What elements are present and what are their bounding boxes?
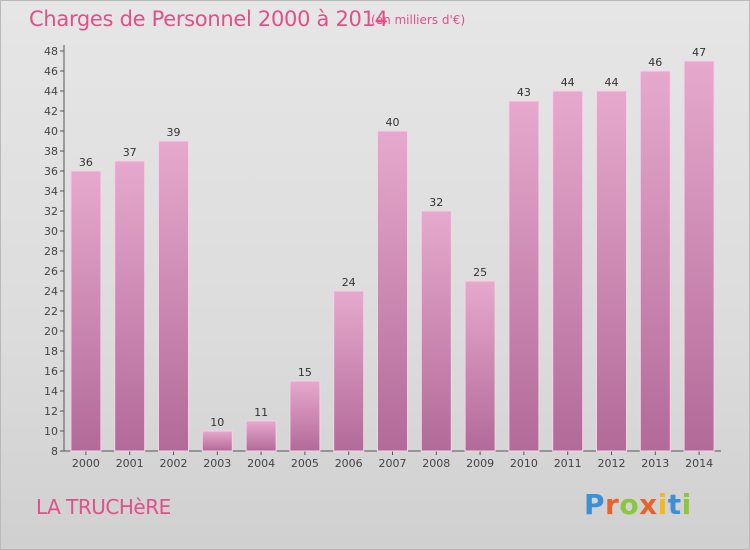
y-tick-label: 42 <box>44 105 58 118</box>
data-label: 15 <box>298 366 312 379</box>
x-tick-label: 2002 <box>160 457 188 470</box>
logo-letter: i <box>681 488 692 521</box>
commune-name: LA TRUCHèRE <box>36 495 171 519</box>
x-tick-label: 2013 <box>641 457 669 470</box>
chart-labels: 36 37 39 10 11 15 24 40 32 25 43 44 44 46 47 <box>79 46 706 429</box>
y-tick-label: 48 <box>44 45 58 58</box>
data-label: 44 <box>561 76 575 89</box>
logo-letter: r <box>605 488 620 521</box>
x-tick-label: 2000 <box>72 457 100 470</box>
x-tick-label: 2006 <box>335 457 363 470</box>
bar <box>596 90 627 452</box>
y-tick-label: 14 <box>44 385 58 398</box>
y-tick-label: 10 <box>44 425 58 438</box>
data-label: 46 <box>648 56 662 69</box>
y-tick-label: 12 <box>44 405 58 418</box>
data-label: 43 <box>517 86 531 99</box>
data-label: 36 <box>79 156 93 169</box>
logo-letter: P <box>584 488 606 521</box>
bar <box>289 380 321 452</box>
y-tick-label: 22 <box>44 305 58 318</box>
logo-letter: o <box>619 488 640 521</box>
y-tick-label: 38 <box>44 145 58 158</box>
chart-bars <box>70 60 715 452</box>
bar <box>377 130 408 452</box>
logo-letter: x <box>639 488 658 521</box>
data-label: 40 <box>386 116 400 129</box>
y-tick-label: 40 <box>44 125 58 138</box>
x-tick-label: 2008 <box>422 457 450 470</box>
bar <box>201 430 233 452</box>
logo-letter: t <box>667 488 682 521</box>
y-tick-label: 28 <box>44 245 58 258</box>
data-label: 39 <box>167 126 181 139</box>
y-tick-label: 32 <box>44 205 58 218</box>
y-tick-label: 36 <box>44 165 58 178</box>
data-label: 25 <box>473 266 487 279</box>
y-tick-label: 30 <box>44 225 58 238</box>
x-tick-label: 2011 <box>554 457 582 470</box>
bar <box>552 90 584 452</box>
bar <box>508 100 540 452</box>
y-tick-label: 16 <box>44 365 58 378</box>
y-tick-label: 20 <box>44 325 58 338</box>
bar <box>245 420 277 452</box>
y-tick-label: 44 <box>44 85 58 98</box>
bar <box>683 60 715 452</box>
x-tick-label: 2010 <box>510 457 538 470</box>
logo-letter: i <box>657 488 668 521</box>
y-tick-label: 46 <box>44 65 58 78</box>
x-tick-label: 2009 <box>466 457 494 470</box>
data-label: 37 <box>123 146 137 159</box>
x-tick-label: 2014 <box>685 457 713 470</box>
data-label: 32 <box>429 196 443 209</box>
chart-axes: 8 10 12 14 16 18 20 22 24 26 28 30 32 34 36 38 40 42 44 46 4… <box>44 45 721 470</box>
x-tick-label: 2004 <box>247 457 275 470</box>
x-tick-label: 2005 <box>291 457 319 470</box>
bar <box>158 140 189 452</box>
bar <box>333 290 365 452</box>
data-label: 44 <box>605 76 619 89</box>
bar <box>639 70 671 452</box>
y-tick-label: 26 <box>44 265 58 278</box>
data-label: 10 <box>210 416 224 429</box>
bar <box>70 170 102 452</box>
x-tick-label: 2012 <box>598 457 626 470</box>
y-tick-label: 18 <box>44 345 58 358</box>
data-label: 47 <box>692 46 706 59</box>
data-label: 24 <box>342 276 356 289</box>
chart-title: Charges de Personnel 2000 à 2014 <box>29 7 388 31</box>
y-tick-label: 8 <box>51 445 58 458</box>
x-tick-label: 2007 <box>379 457 407 470</box>
unit-label: (en milliers d'€) <box>371 13 466 27</box>
bar <box>464 280 496 452</box>
y-tick-label: 34 <box>44 185 58 198</box>
x-tick-label: 2001 <box>116 457 144 470</box>
x-tick-label: 2003 <box>203 457 231 470</box>
bar <box>420 210 452 452</box>
y-tick-label: 24 <box>44 285 58 298</box>
bar <box>114 160 146 452</box>
data-label: 11 <box>254 406 268 419</box>
